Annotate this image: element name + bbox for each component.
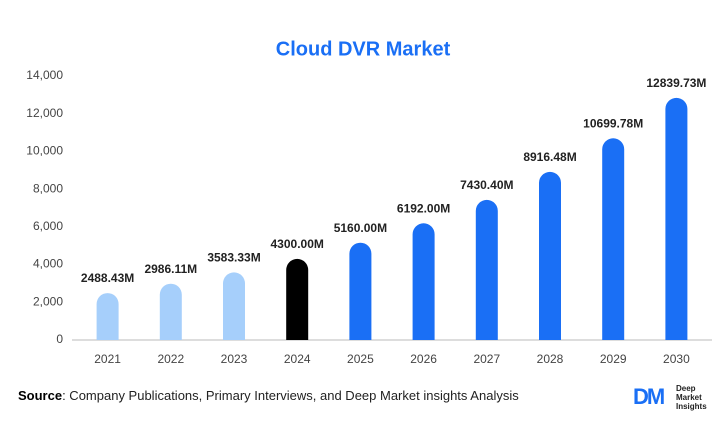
value-label: 2986.11M: [144, 262, 197, 276]
logo-text: Insights: [676, 402, 707, 411]
x-tick-label: 2028: [537, 352, 564, 366]
value-label: 8916.48M: [523, 150, 576, 164]
y-tick-label: 2,000: [33, 294, 63, 308]
x-tick-label: 2024: [284, 352, 311, 366]
x-tick-label: 2026: [410, 352, 437, 366]
bar: [223, 272, 245, 340]
value-label: 7430.40M: [460, 178, 513, 192]
value-label: 10699.78M: [583, 116, 643, 130]
logo-text: Market: [676, 393, 702, 402]
bar: [602, 138, 625, 340]
value-label: 12839.73M: [646, 76, 706, 90]
y-tick-label: 12,000: [26, 106, 63, 120]
value-label: 2488.43M: [81, 271, 134, 285]
x-tick-label: 2022: [157, 352, 184, 366]
value-label: 6192.00M: [397, 201, 450, 215]
y-tick-label: 10,000: [26, 144, 63, 158]
chart-title: Cloud DVR Market: [276, 38, 451, 60]
x-tick-label: 2029: [600, 352, 627, 366]
y-tick-label: 0: [56, 332, 63, 346]
bar: [539, 171, 561, 340]
y-tick-label: 4,000: [33, 257, 63, 271]
source: Source: Company Publications, Primary In…: [18, 388, 519, 403]
source-label: Source: [18, 388, 62, 403]
value-label: 3583.33M: [207, 251, 260, 265]
bar: [665, 97, 688, 340]
logo-mark: DM: [633, 384, 664, 409]
x-tick-label: 2025: [347, 352, 374, 366]
x-tick-label: 2023: [221, 352, 248, 366]
y-tick-label: 14,000: [26, 68, 63, 82]
x-tick-label: 2030: [663, 352, 690, 366]
value-label: 5160.00M: [334, 221, 387, 235]
logo-text: Deep: [676, 384, 696, 393]
bar: [475, 199, 498, 340]
bar: [96, 293, 119, 340]
source-text: : Company Publications, Primary Intervie…: [62, 388, 519, 403]
value-label: 4300.00M: [271, 237, 324, 251]
bar: [412, 223, 435, 340]
x-tick-label: 2027: [473, 352, 500, 366]
bar: [349, 242, 372, 340]
y-tick-label: 6,000: [33, 219, 63, 233]
bar: [286, 258, 309, 340]
x-tick-label: 2021: [94, 352, 121, 366]
y-tick-label: 8,000: [33, 181, 63, 195]
bar: [159, 283, 182, 340]
